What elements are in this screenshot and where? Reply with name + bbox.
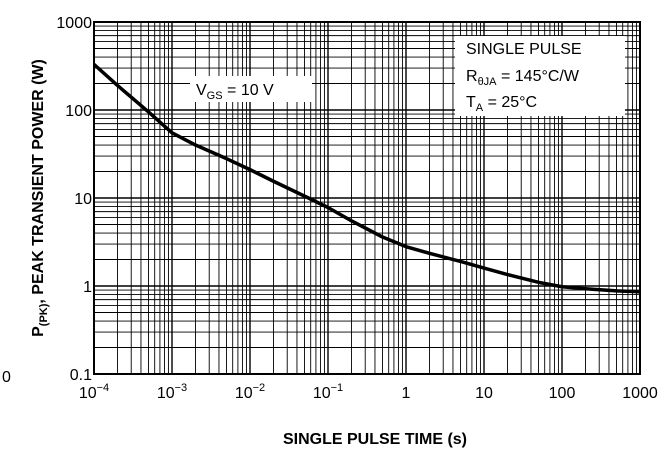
y-tick-label: 1000 (56, 15, 92, 32)
x-tick-label: 100 (549, 385, 576, 402)
x-tick-label: 10 (475, 385, 493, 402)
y-tick-label: 100 (65, 103, 92, 120)
legend-line-2: RθJA = 145°C/W (466, 68, 580, 88)
vgs-annotation-box (190, 76, 312, 102)
y-tick-label: 10 (74, 191, 92, 208)
vgs-annotation: VGS = 10 V (196, 82, 274, 102)
x-tick-labels: 10−4 10−3 10−2 10−1 1 10 100 1000 (79, 382, 658, 402)
x-tick-label: 1000 (622, 385, 658, 402)
x-tick-label: 1 (402, 385, 411, 402)
x-tick-label: 10−3 (157, 382, 187, 402)
x-tick-label: 10−4 (79, 382, 109, 402)
x-tick-label: 10−2 (235, 382, 265, 402)
y-tick-label: 1 (83, 279, 92, 296)
x-axis-title: SINGLE PULSE TIME (s) (283, 431, 467, 448)
power-curve-line (92, 63, 641, 294)
x-tick-label: 10−1 (313, 382, 343, 402)
stray-label: 0 (2, 369, 11, 386)
y-tick-labels: 0.1 1 10 100 1000 (56, 15, 92, 384)
legend-line-3: TA = 25°C (466, 94, 537, 114)
y-tick-label: 0.1 (70, 367, 92, 384)
legend-box (455, 36, 625, 116)
plot-frame (93, 21, 641, 375)
legend-line-1: SINGLE PULSE (466, 41, 582, 58)
y-axis-title: P(PK), PEAK TRANSIENT POWER (W) (30, 59, 50, 337)
